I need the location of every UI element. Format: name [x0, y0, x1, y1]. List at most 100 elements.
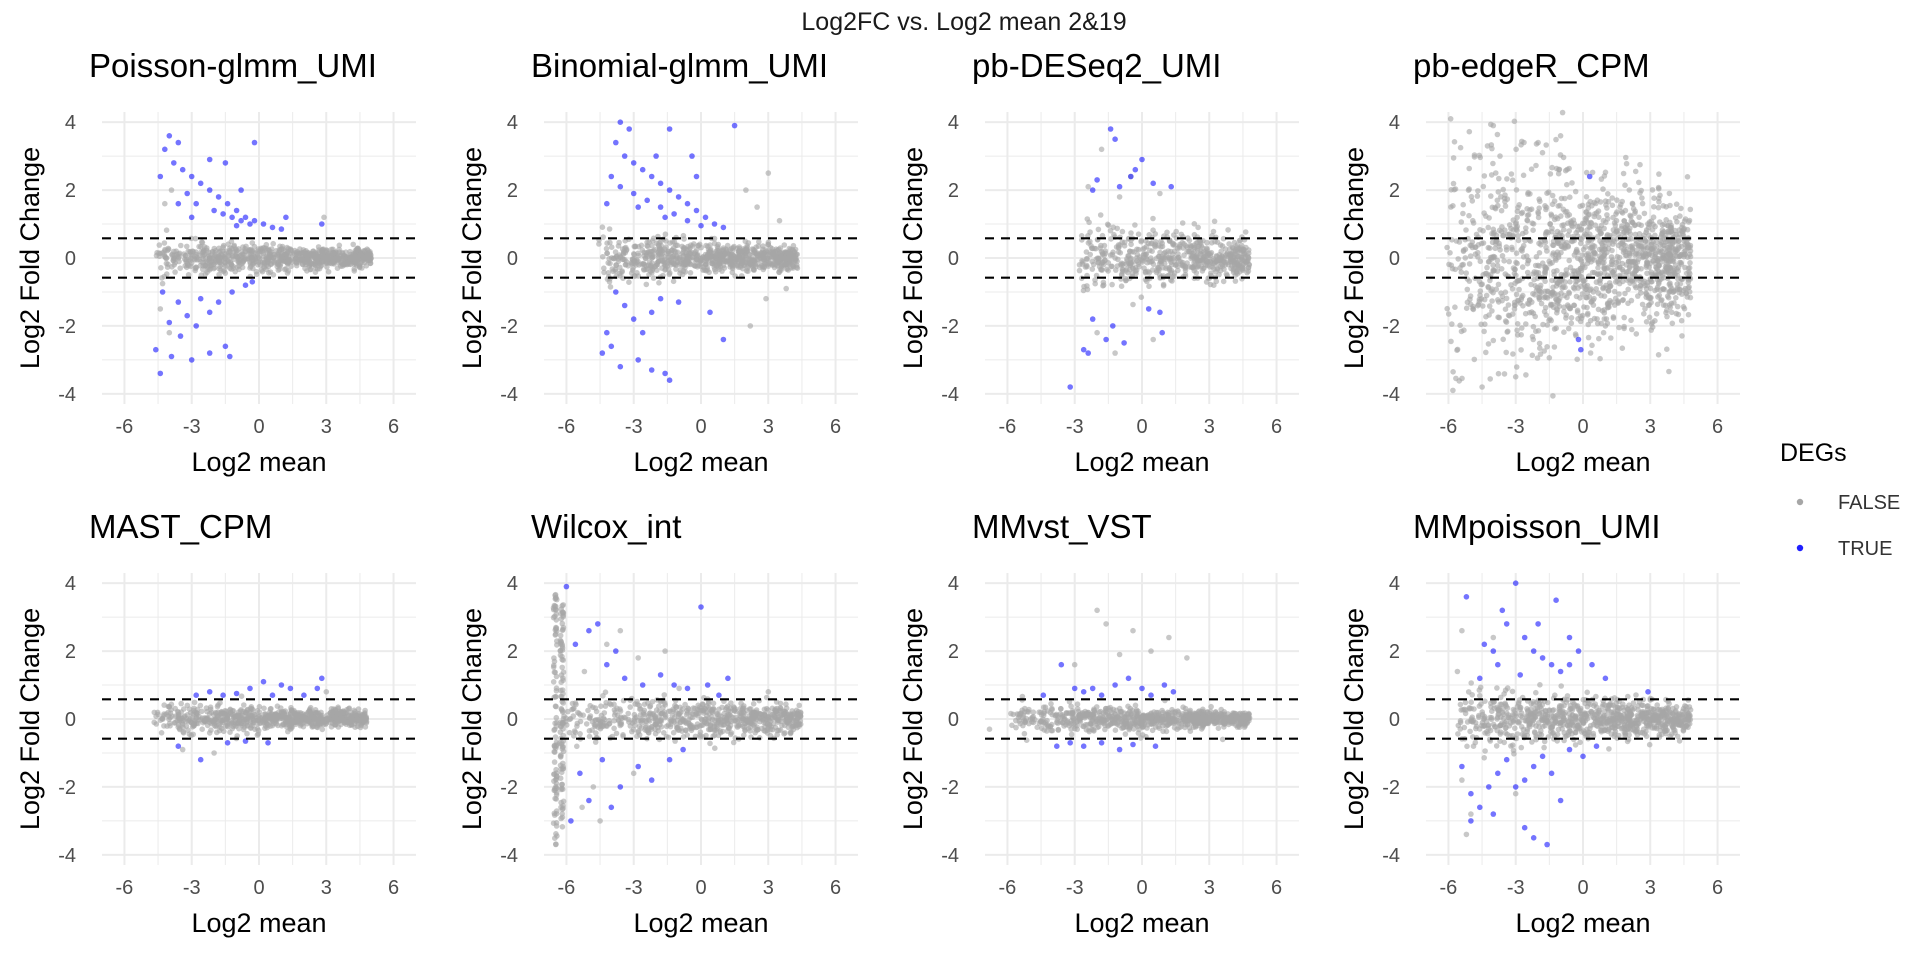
point-true	[215, 194, 222, 200]
point-false	[680, 263, 687, 270]
point-false	[1590, 242, 1596, 249]
panel-title: Poisson-glmm_UMI	[89, 47, 377, 84]
point-false	[1479, 384, 1485, 390]
point-false	[620, 250, 627, 256]
point-false	[1506, 258, 1512, 265]
point-false	[1527, 191, 1533, 197]
point-false	[216, 245, 222, 252]
point-false	[1127, 256, 1133, 262]
point-false	[1650, 258, 1657, 264]
point-true	[188, 173, 195, 180]
point-false	[279, 713, 286, 720]
x-tick-label: -3	[183, 416, 201, 438]
point-false	[668, 262, 674, 268]
point-false	[1549, 201, 1556, 208]
point-true	[1110, 323, 1116, 329]
point-false	[1641, 210, 1648, 217]
point-false	[1557, 152, 1564, 158]
point-false	[1656, 186, 1662, 192]
figure-title: Log2FC vs. Log2 mean 2&19	[801, 8, 1126, 36]
point-false	[1656, 195, 1662, 202]
point-true	[229, 214, 235, 221]
point-false	[1149, 248, 1155, 254]
point-false	[612, 249, 619, 255]
point-false	[1600, 186, 1606, 192]
point-false	[1542, 231, 1549, 238]
point-true	[599, 350, 606, 356]
point-false	[719, 256, 725, 263]
point-false	[1601, 310, 1608, 316]
point-false	[1597, 199, 1604, 205]
point-true	[238, 187, 244, 193]
point-false	[1487, 376, 1493, 382]
point-true	[1080, 346, 1087, 353]
point-false	[1649, 227, 1656, 233]
point-false	[1628, 259, 1635, 266]
point-false	[708, 260, 715, 267]
point-false	[747, 323, 754, 329]
point-false	[1518, 142, 1524, 148]
point-true	[635, 204, 641, 210]
point-false	[1635, 265, 1641, 272]
point-false	[1162, 249, 1169, 255]
point-false	[1493, 170, 1499, 176]
point-false	[161, 711, 167, 717]
point-false	[1489, 239, 1496, 246]
point-false	[1553, 325, 1559, 332]
point-true	[319, 221, 325, 227]
point-false	[1657, 219, 1663, 225]
point-false	[1450, 155, 1457, 161]
point-true	[711, 221, 718, 227]
point-false	[1144, 278, 1150, 285]
point-true	[193, 200, 199, 207]
point-true	[179, 166, 186, 173]
point-false	[1132, 222, 1138, 228]
point-true	[635, 357, 641, 363]
point-false	[314, 260, 321, 267]
point-false	[224, 720, 230, 727]
point-true	[648, 173, 655, 180]
point-false	[1673, 295, 1679, 301]
point-false	[322, 254, 329, 261]
point-false	[1118, 261, 1124, 268]
point-false	[1149, 258, 1156, 264]
point-false	[220, 244, 226, 250]
point-false	[1681, 253, 1687, 260]
point-false	[1448, 262, 1455, 269]
point-false	[1681, 218, 1688, 224]
point-false	[1622, 182, 1628, 188]
point-false	[169, 251, 175, 258]
point-false	[1486, 258, 1492, 265]
point-false	[316, 249, 322, 255]
y-tick-label: 2	[65, 180, 76, 202]
point-false	[222, 263, 228, 269]
point-false	[354, 723, 361, 730]
point-false	[1520, 254, 1527, 260]
point-false	[1536, 205, 1542, 211]
point-false	[1532, 283, 1539, 289]
point-false	[1166, 265, 1173, 272]
point-false	[1649, 324, 1656, 331]
point-false	[1586, 211, 1592, 217]
x-tick-label: 0	[1136, 416, 1147, 438]
point-false	[1138, 294, 1145, 301]
point-true	[283, 214, 289, 221]
point-false	[1595, 290, 1602, 296]
point-false	[1214, 239, 1221, 245]
point-true	[260, 678, 267, 685]
point-false	[1596, 246, 1603, 253]
point-false	[1567, 264, 1574, 271]
point-false	[285, 260, 291, 267]
point-false	[206, 267, 213, 273]
point-false	[1660, 234, 1667, 241]
point-false	[1146, 269, 1153, 276]
point-false	[1519, 264, 1526, 270]
point-false	[641, 267, 647, 273]
point-false	[161, 702, 167, 708]
point-false	[1574, 309, 1581, 315]
point-false	[1537, 351, 1544, 357]
point-true	[157, 370, 164, 377]
point-true	[707, 309, 713, 316]
point-false	[1173, 261, 1180, 268]
x-tick-label: 6	[388, 416, 399, 438]
